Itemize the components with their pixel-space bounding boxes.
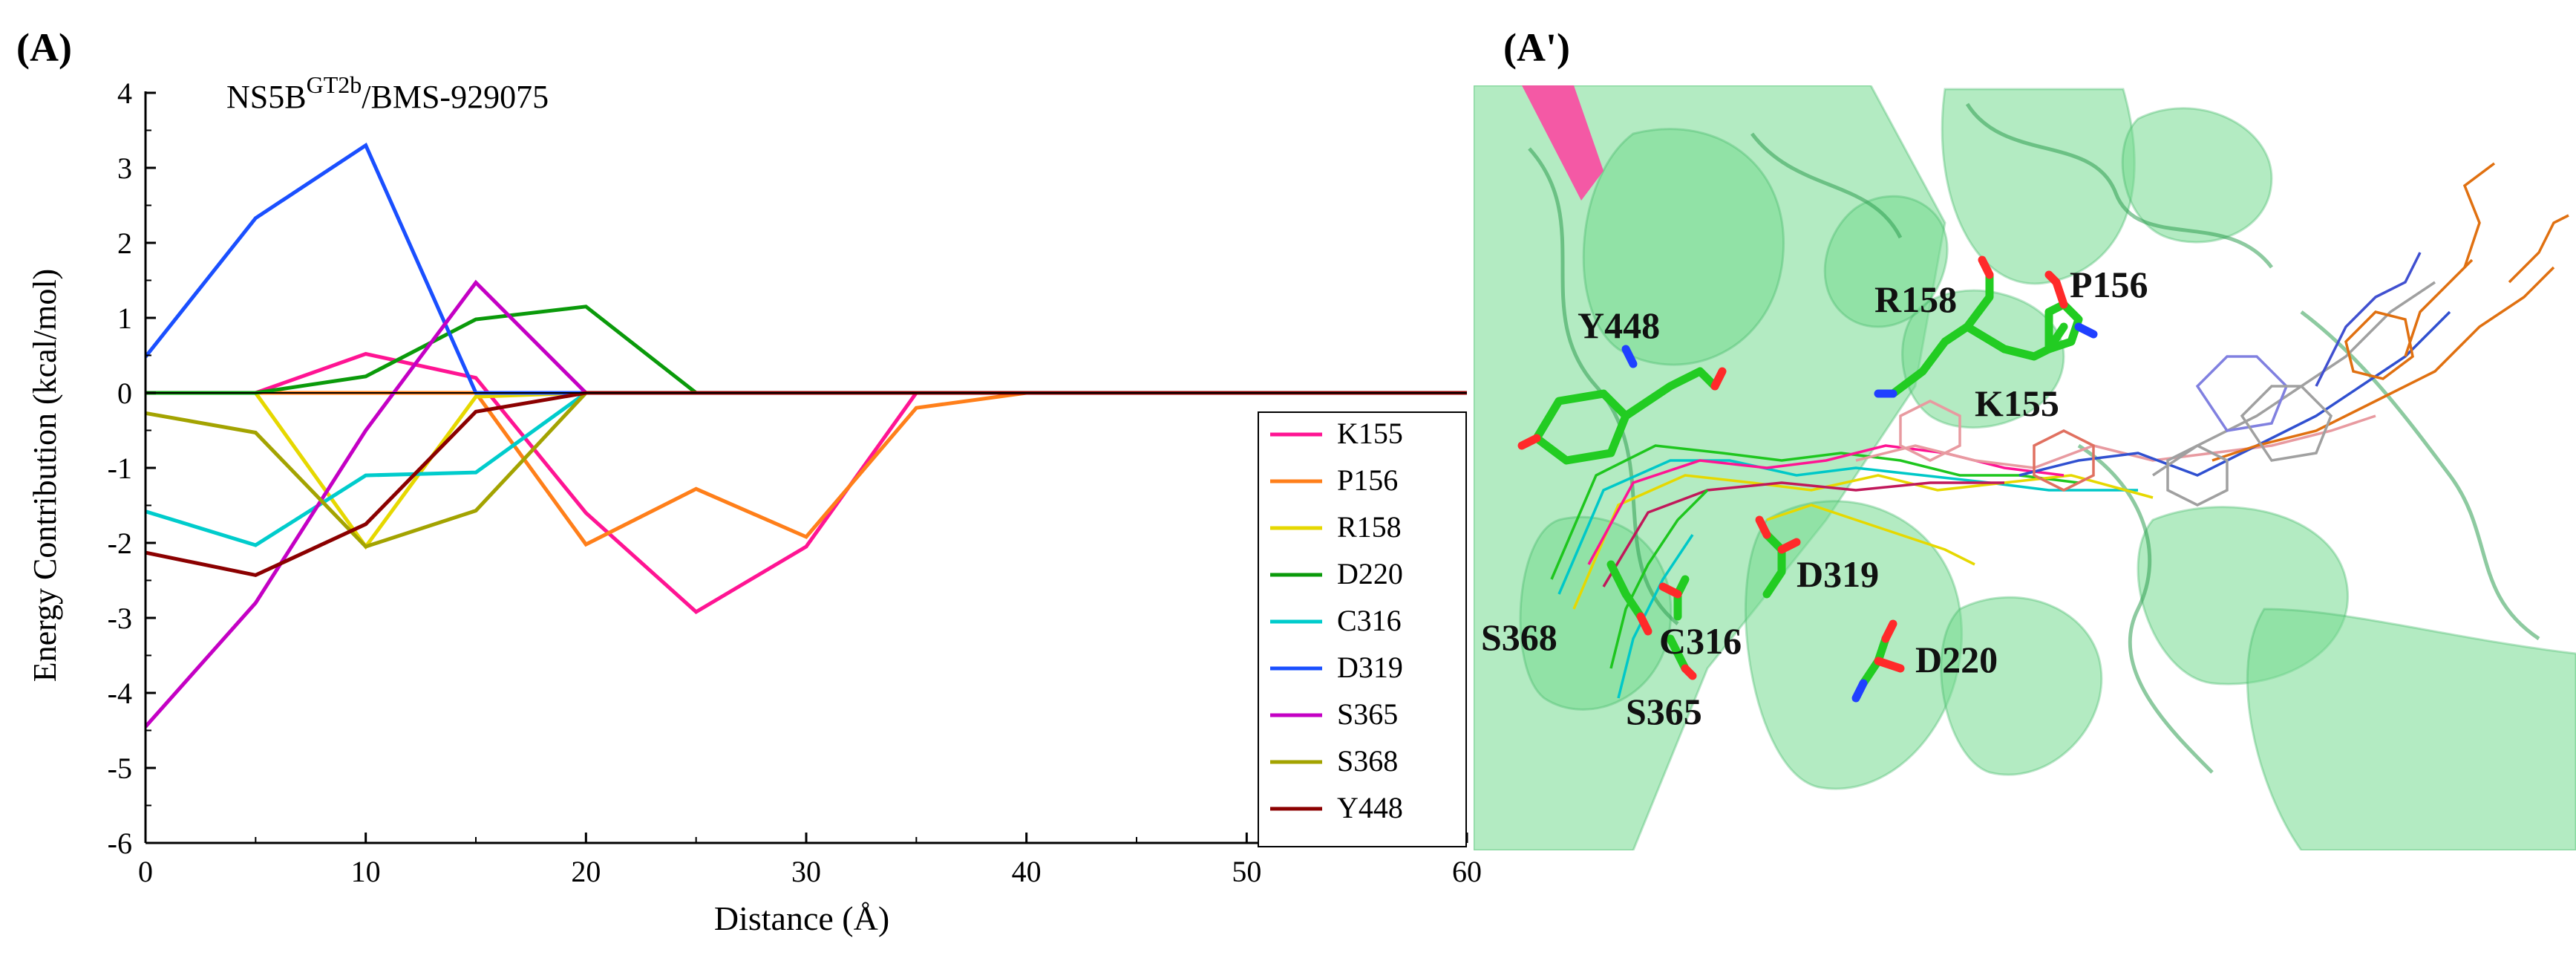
y-tick-label: 3 bbox=[117, 152, 132, 185]
y-tick-label: 0 bbox=[117, 377, 132, 410]
legend-box bbox=[1258, 411, 1467, 847]
legend-label-s365: S365 bbox=[1337, 697, 1398, 731]
chart-title: NS5BGT2b/BMS-929075 bbox=[226, 71, 549, 115]
residue-label-d319: D319 bbox=[1797, 553, 1879, 595]
y-tick-label: 1 bbox=[117, 302, 132, 335]
panel-label-a-prime: (A') bbox=[1503, 25, 1570, 70]
x-tick-label: 30 bbox=[791, 855, 821, 888]
y-tick-label: -5 bbox=[108, 752, 132, 785]
legend-label-d319: D319 bbox=[1337, 651, 1403, 684]
residue-label-s368: S368 bbox=[1481, 616, 1557, 658]
y-tick-label: -6 bbox=[108, 827, 132, 860]
residue-label-d220: D220 bbox=[1915, 639, 1998, 680]
series-line-d220 bbox=[146, 304, 1467, 395]
x-axis-label: Distance (Å) bbox=[714, 899, 889, 937]
y-axis-label: Energy Contribution (kcal/mol) bbox=[27, 269, 63, 682]
pink-helix-fragment bbox=[1522, 85, 1604, 201]
residue-label-p156: P156 bbox=[2070, 264, 2148, 305]
y-tick-label: -3 bbox=[108, 602, 132, 635]
y-tick-label: -2 bbox=[108, 527, 132, 560]
x-tick-label: 20 bbox=[571, 855, 601, 888]
chart-title-superscript: GT2b bbox=[307, 71, 362, 98]
x-tick-label: 10 bbox=[351, 855, 381, 888]
x-tick-label: 60 bbox=[1452, 855, 1482, 888]
residue-labels: Y448 R158 P156 K155 D319 S368 C316 D220 … bbox=[1481, 264, 2148, 732]
protein-cartoon bbox=[1474, 85, 2576, 850]
y-tick-label: 2 bbox=[117, 227, 132, 260]
legend-label-s368: S368 bbox=[1337, 744, 1398, 778]
protein-structure-image: Y448 R158 P156 K155 D319 S368 C316 D220 … bbox=[1474, 85, 2576, 850]
residue-label-r158: R158 bbox=[1874, 279, 1957, 320]
x-tick-label: 0 bbox=[138, 855, 153, 888]
protein-loops bbox=[1528, 102, 2540, 774]
residue-label-k155: K155 bbox=[1975, 382, 2059, 424]
y-tick-label: -1 bbox=[108, 452, 132, 485]
legend: K155 P156 R158 D220 C316 D319 S365 S368 Y448 bbox=[1258, 411, 1467, 847]
x-tick-label: 50 bbox=[1232, 855, 1261, 888]
residue-label-c316: C316 bbox=[1659, 620, 1742, 662]
legend-label-k155: K155 bbox=[1337, 417, 1403, 450]
x-tick-label: 40 bbox=[1012, 855, 1042, 888]
legend-label-c316: C316 bbox=[1337, 604, 1402, 637]
ligand-ensemble bbox=[1550, 162, 2569, 699]
y-tick-label: -4 bbox=[108, 677, 132, 710]
residue-label-s365: S365 bbox=[1626, 691, 1702, 732]
y-tick-label: 4 bbox=[117, 76, 132, 110]
chart-title-main: NS5B bbox=[226, 79, 307, 115]
legend-label-r158: R158 bbox=[1337, 510, 1402, 544]
residue-label-y448: Y448 bbox=[1578, 304, 1660, 346]
panel-label-a: (A) bbox=[16, 25, 72, 70]
series-line-d319 bbox=[146, 142, 1467, 395]
legend-label-p156: P156 bbox=[1337, 463, 1398, 497]
legend-label-y448: Y448 bbox=[1337, 791, 1403, 824]
chart-title-suffix: /BMS-929075 bbox=[362, 79, 549, 115]
legend-label-d220: D220 bbox=[1337, 557, 1403, 590]
residue-sticks bbox=[1517, 255, 2098, 703]
